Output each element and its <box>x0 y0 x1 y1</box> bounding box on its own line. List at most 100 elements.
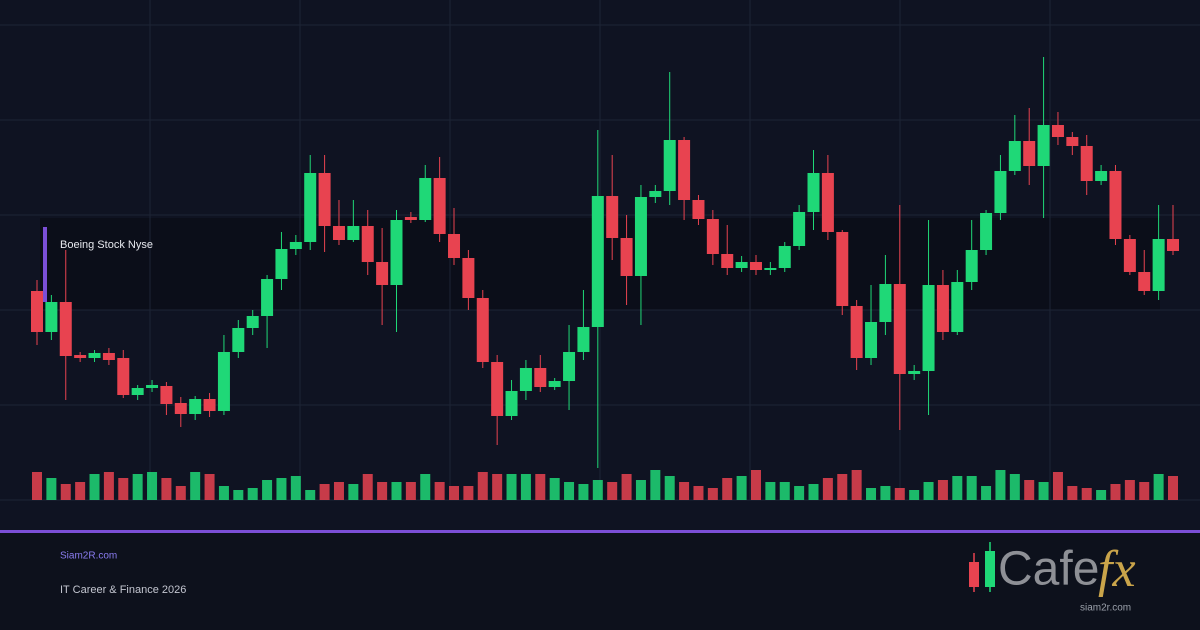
candle-body <box>1109 171 1122 239</box>
volume-bar <box>46 478 57 500</box>
volume-bar <box>348 484 359 500</box>
volume-bar <box>1038 482 1049 500</box>
logo-word: Cafe <box>998 543 1099 596</box>
candle-body <box>376 262 389 285</box>
volume-bar <box>736 476 747 500</box>
candle-body <box>59 302 72 356</box>
candle-body <box>347 226 360 240</box>
candle-body <box>74 355 87 358</box>
volume-bar <box>204 474 215 500</box>
candle-body <box>1023 141 1036 166</box>
candle-body <box>908 371 921 374</box>
volume-bar <box>405 482 416 500</box>
volume-bar <box>866 488 877 500</box>
volume-bar <box>1081 488 1092 500</box>
logo-accent: fx <box>1098 541 1136 598</box>
volume-bar <box>147 472 158 500</box>
volume-bar <box>851 470 862 500</box>
candle-body <box>361 226 374 262</box>
volume-bar <box>765 482 776 500</box>
candle-body <box>879 284 892 322</box>
volume-bar <box>262 480 273 500</box>
volume-bar <box>218 486 229 500</box>
volume-bar <box>506 474 517 500</box>
volume-bar <box>233 490 244 500</box>
candle-body <box>404 217 417 220</box>
volume-bar <box>477 472 488 500</box>
candle-body <box>836 232 849 306</box>
volume-bar <box>693 486 704 500</box>
volume-bar <box>276 478 287 500</box>
candle-body <box>390 220 403 285</box>
candle-body <box>102 353 115 360</box>
candle-body <box>232 328 245 352</box>
volume-bar <box>592 480 603 500</box>
candle-body <box>793 212 806 246</box>
volume-bar <box>707 488 718 500</box>
volume-bar <box>966 476 977 500</box>
volume-bar <box>1110 484 1121 500</box>
candle-body <box>275 249 288 279</box>
volume-bar <box>894 488 905 500</box>
logo-candle <box>985 551 995 587</box>
volume-bar <box>391 482 402 500</box>
volume-bar <box>32 472 42 500</box>
volume-bar <box>750 470 761 500</box>
footer-caption: IT Career & Finance 2026 <box>60 584 186 596</box>
volume-bar <box>822 478 833 500</box>
candle-body <box>778 246 791 268</box>
logo-candle <box>969 562 979 587</box>
volume-bar <box>650 470 661 500</box>
candle-body <box>951 282 964 332</box>
candle-body <box>922 285 935 371</box>
candle-body <box>764 268 777 270</box>
candles <box>31 57 1179 468</box>
candle-body <box>965 250 978 282</box>
candle-body <box>850 306 863 358</box>
volume-bar <box>492 474 503 500</box>
candle-body <box>448 234 461 258</box>
volume-bar <box>564 482 575 500</box>
volume-bars <box>32 470 1178 500</box>
candle-body <box>1008 141 1021 171</box>
candle-body <box>174 403 187 414</box>
candle-body <box>146 385 159 388</box>
candle-body <box>634 197 647 276</box>
volume-bar <box>75 482 86 500</box>
volume-bar <box>1153 474 1164 500</box>
candle-body <box>519 368 532 391</box>
candle-body <box>433 178 446 234</box>
candle-body <box>692 200 705 219</box>
volume-bar <box>837 474 848 500</box>
volume-bar <box>923 482 934 500</box>
volume-bar <box>463 486 474 500</box>
volume-bar <box>535 474 546 500</box>
candle-body <box>663 140 676 191</box>
volume-bar <box>722 478 733 500</box>
volume-bar <box>161 478 172 500</box>
candle-body <box>246 316 259 328</box>
volume-bar <box>664 476 675 500</box>
candle-body <box>534 368 547 387</box>
candle-body <box>735 262 748 268</box>
candle-body <box>807 173 820 212</box>
volume-bar <box>118 478 129 500</box>
candle-body <box>45 302 58 332</box>
candle-body <box>462 258 475 298</box>
candle-body <box>289 242 302 249</box>
candle-body <box>1080 146 1093 181</box>
divider <box>0 530 1200 533</box>
candle-body <box>706 219 719 254</box>
candle-body <box>1095 171 1108 181</box>
volume-bar <box>635 480 646 500</box>
candle-body <box>980 213 993 250</box>
volume-bar <box>909 490 920 500</box>
candle-body <box>994 171 1007 213</box>
volume-bar <box>1139 482 1150 500</box>
volume-bar <box>520 474 531 500</box>
volume-bar <box>333 482 344 500</box>
volume-bar <box>1168 476 1178 500</box>
candle-body <box>865 322 878 358</box>
volume-bar <box>1096 490 1107 500</box>
